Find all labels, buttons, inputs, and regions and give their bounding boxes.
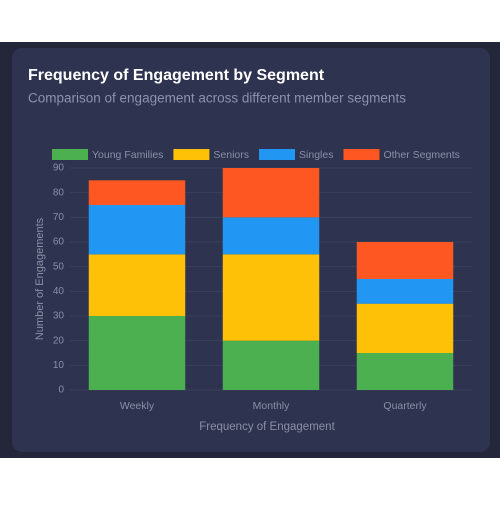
y-tick-label: 80 bbox=[53, 187, 65, 198]
bar-segment bbox=[222, 340, 320, 390]
x-tick-label: Monthly bbox=[253, 400, 291, 412]
chart-subtitle: Comparison of engagement across differen… bbox=[28, 91, 406, 106]
y-tick-label: 40 bbox=[53, 286, 65, 297]
y-tick-label: 50 bbox=[53, 261, 65, 272]
bar-segment bbox=[222, 168, 320, 218]
y-tick-label: 90 bbox=[53, 163, 65, 174]
legend-label: Seniors bbox=[213, 149, 249, 161]
y-tick-label: 0 bbox=[58, 385, 64, 396]
bar-segment bbox=[88, 205, 186, 255]
bar-segment bbox=[222, 217, 320, 255]
x-axis-title: Frequency of Engagement bbox=[199, 421, 335, 433]
y-tick-label: 20 bbox=[53, 335, 65, 346]
y-tick-label: 60 bbox=[53, 237, 65, 248]
legend-label: Young Families bbox=[92, 149, 163, 161]
legend-label: Other Segments bbox=[383, 149, 459, 161]
bar-segment bbox=[356, 353, 454, 390]
y-tick-label: 70 bbox=[53, 212, 65, 223]
x-tick-label: Weekly bbox=[120, 400, 155, 412]
bar-segment bbox=[88, 180, 186, 205]
y-tick-label: 30 bbox=[53, 311, 65, 322]
bar-segment bbox=[356, 303, 454, 353]
legend-swatch bbox=[52, 149, 88, 160]
y-tick-label: 10 bbox=[53, 360, 65, 371]
bar-segment bbox=[88, 254, 186, 316]
bar-segment bbox=[356, 279, 454, 304]
bar-segment bbox=[88, 316, 186, 390]
legend-label: Singles bbox=[299, 149, 333, 161]
x-tick-label: Quarterly bbox=[383, 400, 427, 412]
chart-title: Frequency of Engagement by Segment bbox=[28, 67, 325, 84]
legend-swatch bbox=[259, 149, 296, 160]
legend-swatch bbox=[343, 149, 380, 160]
y-axis-title: Number of Engagements bbox=[34, 217, 46, 340]
bar-segment bbox=[222, 254, 320, 341]
legend-swatch bbox=[173, 149, 210, 160]
bar-segment bbox=[356, 242, 454, 279]
